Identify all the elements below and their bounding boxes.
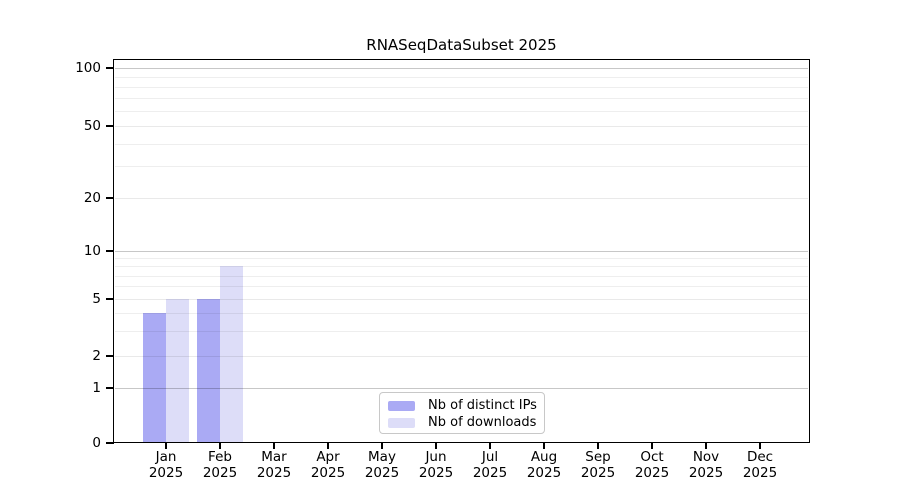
x-tick-month: Feb [208, 449, 232, 465]
x-tick-label-mar: Mar 2025 [244, 449, 304, 481]
x-tick-month: Aug [530, 449, 558, 465]
y-tick-20 [106, 197, 114, 199]
x-tick-year: 2025 [472, 465, 508, 481]
x-tick-year: 2025 [256, 465, 292, 481]
x-tick-label-jan: Jan 2025 [136, 449, 196, 481]
gridline-50 [115, 126, 808, 127]
x-tick-dec [759, 443, 761, 449]
gridline-20 [115, 198, 808, 199]
gridline-90 [115, 76, 808, 78]
gridline-100 [115, 68, 808, 69]
gridline-10 [115, 251, 808, 252]
y-tick-label-1: 1 [92, 380, 101, 396]
y-tick-5 [106, 298, 114, 300]
gridline-8 [115, 266, 808, 268]
y-tick-label-20: 20 [83, 190, 101, 206]
x-tick-mar [273, 443, 275, 449]
x-tick-jan [165, 443, 167, 449]
chart-title: RNASeqDataSubset 2025 [366, 36, 557, 54]
gridline-6 [115, 286, 808, 288]
x-tick-year: 2025 [202, 465, 238, 481]
x-tick-year: 2025 [580, 465, 616, 481]
y-tick-label-50: 50 [83, 118, 101, 134]
x-tick-label-aug: Aug 2025 [514, 449, 574, 481]
gridline-80 [115, 86, 808, 88]
y-tick-label-5: 5 [92, 291, 101, 307]
y-tick-2 [106, 355, 114, 357]
x-tick-month: Nov [692, 449, 720, 465]
x-tick-sep [597, 443, 599, 449]
x-tick-may [381, 443, 383, 449]
legend-row: Nb of downloads [388, 414, 544, 431]
y-tick-50 [106, 125, 114, 127]
legend-row: Nb of distinct IPs [388, 397, 544, 414]
x-tick-feb [219, 443, 221, 449]
x-tick-nov [705, 443, 707, 449]
gridline-70 [115, 97, 808, 99]
x-tick-jun [435, 443, 437, 449]
x-tick-label-jun: Jun 2025 [406, 449, 466, 481]
x-tick-year: 2025 [688, 465, 724, 481]
bar-feb-nb-of-distinct-ips [197, 299, 220, 443]
x-tick-year: 2025 [742, 465, 778, 481]
x-tick-month: Dec [746, 449, 774, 465]
x-tick-jul [489, 443, 491, 449]
x-tick-month: May [368, 449, 396, 465]
x-tick-month: Mar [261, 449, 287, 465]
y-tick-label-2: 2 [92, 348, 101, 364]
x-tick-label-feb: Feb 2025 [190, 449, 250, 481]
x-tick-month: Jan [155, 449, 177, 465]
bar-jan-nb-of-downloads [166, 299, 189, 443]
plot-area [113, 59, 810, 443]
x-tick-year: 2025 [310, 465, 346, 481]
x-tick-month: Oct [640, 449, 664, 465]
x-tick-year: 2025 [418, 465, 454, 481]
gridline-30 [115, 166, 808, 168]
legend-swatch-icon [388, 400, 415, 411]
y-tick-1 [106, 387, 114, 389]
x-tick-label-sep: Sep 2025 [568, 449, 628, 481]
legend-label: Nb of downloads [428, 415, 537, 430]
x-tick-year: 2025 [526, 465, 562, 481]
gridline-7 [115, 275, 808, 277]
y-tick-label-0: 0 [92, 435, 101, 451]
x-tick-month: Sep [585, 449, 611, 465]
x-tick-label-apr: Apr 2025 [298, 449, 358, 481]
x-tick-year: 2025 [634, 465, 670, 481]
gridline-9 [115, 258, 808, 260]
x-tick-apr [327, 443, 329, 449]
legend-swatch-icon [388, 417, 415, 428]
bar-feb-nb-of-downloads [220, 266, 243, 443]
legend: Nb of distinct IPs Nb of downloads [379, 392, 545, 434]
gridline-40 [115, 143, 808, 145]
x-tick-label-nov: Nov 2025 [676, 449, 736, 481]
x-tick-month: Jun [425, 449, 447, 465]
bar-jan-nb-of-distinct-ips [143, 312, 166, 443]
x-tick-year: 2025 [148, 465, 184, 481]
gridline-60 [115, 110, 808, 112]
x-tick-label-oct: Oct 2025 [622, 449, 682, 481]
y-tick-label-100: 100 [75, 60, 101, 76]
y-tick-10 [106, 250, 114, 252]
x-tick-label-may: May 2025 [352, 449, 412, 481]
x-tick-label-dec: Dec 2025 [730, 449, 790, 481]
x-tick-month: Apr [316, 449, 340, 465]
y-tick-0 [106, 442, 114, 444]
x-tick-month: Jul [481, 449, 499, 465]
x-tick-year: 2025 [364, 465, 400, 481]
legend-label: Nb of distinct IPs [428, 398, 537, 413]
x-tick-oct [651, 443, 653, 449]
x-tick-aug [543, 443, 545, 449]
x-tick-label-jul: Jul 2025 [460, 449, 520, 481]
y-tick-100 [106, 67, 114, 69]
y-tick-label-10: 10 [83, 243, 101, 259]
